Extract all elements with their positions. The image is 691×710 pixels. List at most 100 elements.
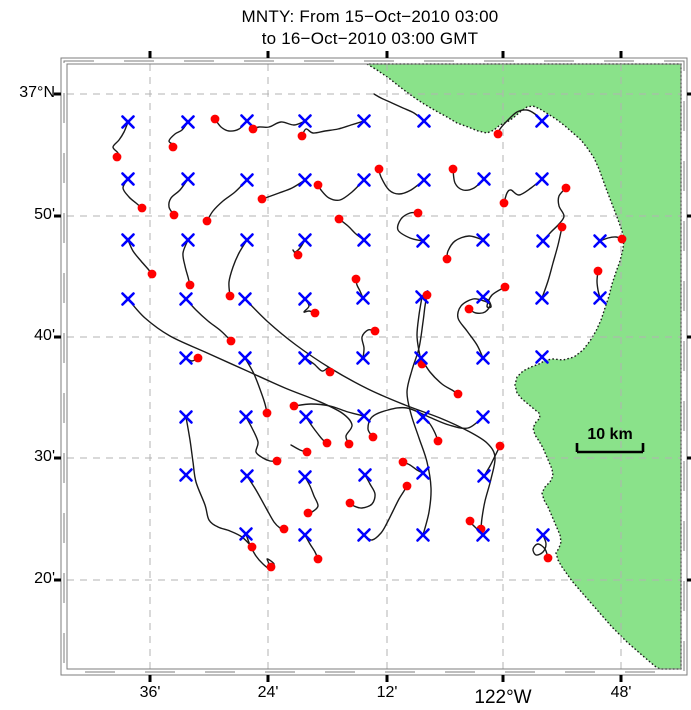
start-marker-x (593, 234, 607, 248)
start-marker-x (416, 410, 430, 424)
start-marker-x (240, 173, 254, 187)
end-marker-dot (402, 481, 412, 491)
lon-tick-label-48: 48' (610, 684, 632, 701)
frame-outer (60, 57, 688, 676)
trajectory-path (293, 403, 365, 417)
end-marker-dot (374, 164, 384, 174)
lon-tick-label-36: 36' (139, 684, 161, 701)
lat-tick-label-50: 50' (34, 206, 55, 223)
start-marker-x (298, 528, 312, 542)
start-marker-x (357, 233, 371, 247)
start-marker-x (593, 291, 607, 305)
end-marker-dot (147, 269, 157, 279)
start-marker-x (298, 114, 312, 128)
end-marker-dot (303, 508, 313, 518)
start-marker-x (416, 234, 430, 248)
end-marker-dot (617, 234, 627, 244)
start-marker-x (298, 233, 312, 247)
start-marker-x (240, 469, 254, 483)
lon-tick-label-122W: 122°W (474, 687, 532, 708)
start-marker-x (299, 410, 313, 424)
lat-tick-label-40: 40' (34, 327, 55, 344)
start-marker-x (416, 466, 430, 480)
trajectory-path (228, 239, 248, 297)
end-marker-dot (185, 280, 195, 290)
end-marker-dot (465, 516, 475, 526)
start-marker-x (476, 233, 490, 247)
end-marker-dot (289, 401, 299, 411)
trajectory-path (541, 226, 563, 299)
frame-band-pattern (63, 60, 685, 673)
end-marker-dot (345, 498, 355, 508)
trajectory-path (245, 416, 278, 462)
start-marker-x (298, 173, 312, 187)
trajectory-path (503, 178, 543, 204)
end-marker-dot (543, 553, 553, 563)
end-marker-dot (248, 124, 258, 134)
end-marker-dot (398, 457, 408, 467)
trajectory-path (497, 109, 543, 135)
lon-tick-label-24: 24' (257, 684, 279, 701)
start-marker-x (179, 468, 193, 482)
trajectory-path (361, 329, 376, 359)
end-marker-dot (293, 250, 303, 260)
end-marker-dot (310, 308, 320, 318)
trajectory-path (532, 534, 549, 559)
start-marker-x (238, 292, 252, 306)
trajectory-path (122, 178, 143, 209)
end-marker-dot (351, 274, 361, 284)
trajectory-path (367, 406, 484, 438)
end-marker-dot (334, 214, 344, 224)
end-marker-dot (202, 216, 212, 226)
start-marker-x (476, 528, 490, 542)
start-marker-x (535, 172, 549, 186)
end-marker-dot (313, 180, 323, 190)
scale-bar-label: 10 km (587, 426, 633, 443)
frame-inner (66, 63, 682, 670)
start-marker-x (358, 468, 372, 482)
start-marker-x (476, 290, 490, 304)
start-marker-x (476, 351, 490, 365)
start-marker-x (536, 234, 550, 248)
end-marker-dot (226, 336, 236, 346)
end-marker-dot (413, 208, 423, 218)
end-marker-dot (464, 304, 474, 314)
figure-title: MNTY: From 15−Oct−2010 03:00 to 16−Oct−2… (60, 6, 680, 50)
end-marker-dot (561, 183, 571, 193)
start-marker-x (239, 527, 253, 541)
start-marker-x (298, 351, 312, 365)
start-marker-x (121, 292, 135, 306)
start-marker-x (477, 172, 491, 186)
trajectory-path (446, 235, 484, 260)
lat-tick-label-30: 30' (34, 448, 55, 465)
start-marker-x (417, 114, 431, 128)
end-marker-dot (112, 152, 122, 162)
end-marker-dot (495, 441, 505, 451)
start-marker-x (121, 115, 135, 129)
start-marker-x (121, 233, 135, 247)
end-marker-dot (500, 282, 510, 292)
start-marker-x (417, 173, 431, 187)
trajectory-path (206, 179, 248, 222)
start-marker-x (477, 469, 491, 483)
end-marker-dot (370, 326, 380, 336)
start-marker-x (356, 351, 370, 365)
start-marker-x (181, 233, 195, 247)
trajectory-path (244, 357, 268, 414)
end-marker-dot (193, 353, 203, 363)
end-marker-dot (297, 131, 307, 141)
end-marker-dot (433, 436, 443, 446)
end-marker-dot (266, 562, 276, 572)
trajectory-path (244, 298, 496, 530)
start-marker-x (476, 410, 490, 424)
trajectory-path (182, 239, 191, 286)
end-marker-dot (247, 542, 257, 552)
trajectory-path (252, 120, 306, 130)
end-marker-dot (593, 266, 603, 276)
end-marker-dot (368, 432, 378, 442)
trajectory-path (185, 298, 232, 342)
lat-tick-label-20: 20' (34, 570, 55, 587)
trajectory-path (185, 416, 253, 548)
